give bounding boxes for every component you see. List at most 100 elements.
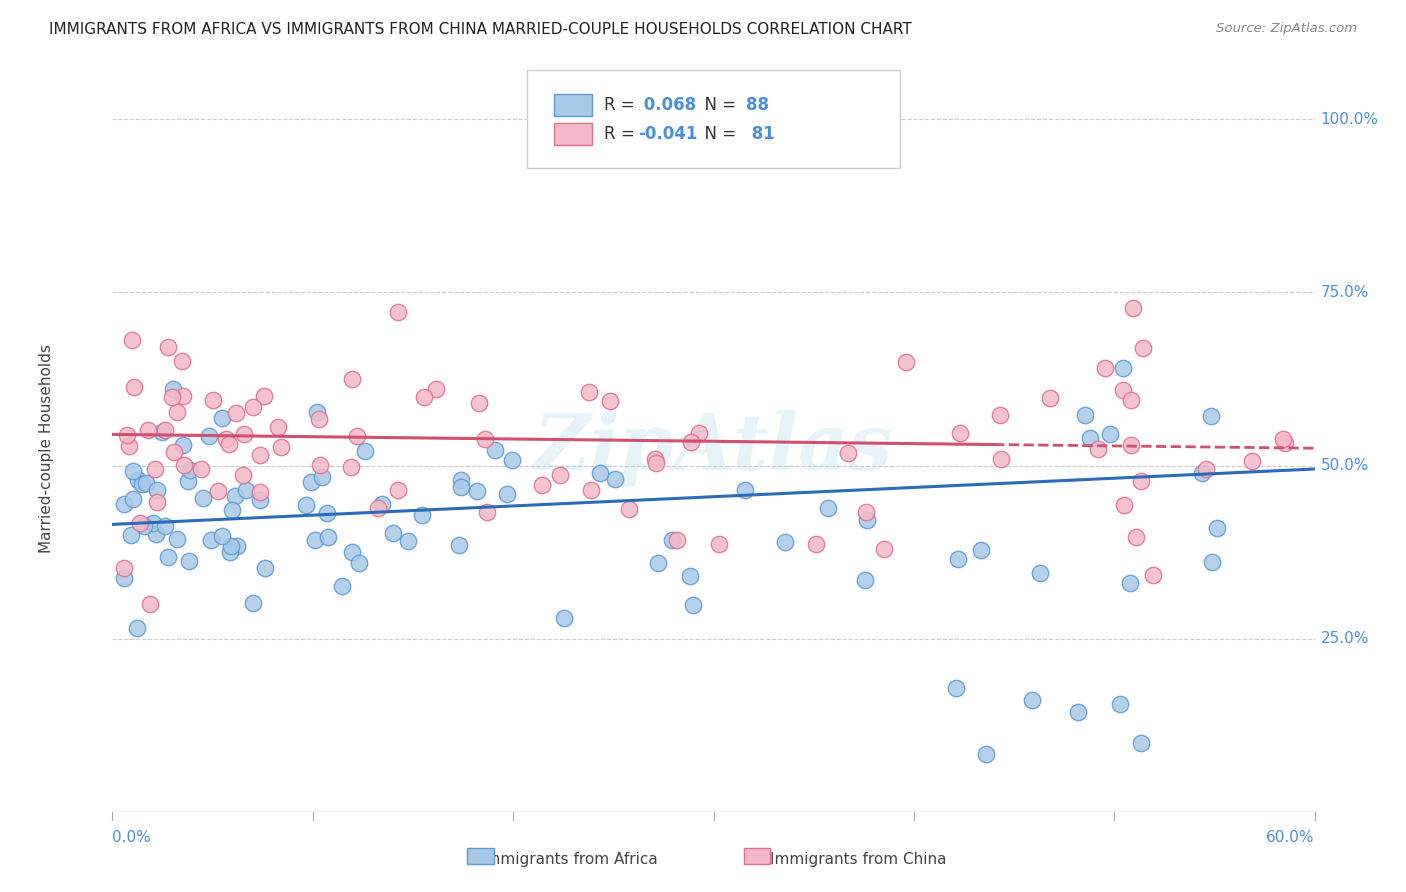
Point: [599, 393, 621, 408]
Point: [121, 333, 143, 347]
Point: [396, 534, 419, 549]
Point: [425, 382, 447, 396]
Point: [1119, 576, 1142, 591]
Point: [198, 429, 221, 443]
Point: [131, 477, 153, 491]
Point: [346, 429, 368, 443]
Point: [340, 544, 363, 558]
Point: [1206, 521, 1229, 535]
Point: [1108, 697, 1130, 711]
Point: [617, 501, 640, 516]
Point: [219, 539, 242, 553]
Point: [166, 405, 188, 419]
Point: [299, 475, 322, 489]
Point: [218, 436, 240, 450]
Point: [647, 556, 669, 570]
Point: [1074, 409, 1097, 423]
Point: [179, 463, 201, 477]
Point: [122, 464, 145, 478]
Point: [190, 461, 212, 475]
Point: [172, 438, 194, 452]
FancyBboxPatch shape: [554, 123, 592, 145]
Point: [679, 569, 702, 583]
Point: [124, 380, 146, 394]
Point: [254, 561, 277, 575]
Text: 100.0%: 100.0%: [1320, 112, 1379, 127]
Point: [1112, 361, 1135, 376]
Text: 25.0%: 25.0%: [1320, 632, 1369, 646]
Point: [970, 543, 993, 558]
Point: [316, 531, 339, 545]
Text: Immigrants from Africa: Immigrants from Africa: [481, 852, 658, 867]
Point: [1112, 383, 1135, 397]
Point: [804, 537, 827, 551]
Point: [136, 423, 159, 437]
Point: [553, 611, 575, 625]
Text: ZipAtlas: ZipAtlas: [534, 410, 893, 486]
Point: [232, 467, 254, 482]
FancyBboxPatch shape: [554, 95, 592, 116]
Point: [474, 432, 496, 446]
Point: [1240, 454, 1263, 468]
Point: [856, 513, 879, 527]
Point: [605, 472, 627, 486]
Point: [249, 492, 271, 507]
Point: [340, 459, 363, 474]
Text: R =: R =: [605, 125, 640, 144]
Text: N =: N =: [695, 125, 742, 144]
Point: [1130, 474, 1153, 488]
Point: [734, 483, 756, 497]
Point: [853, 573, 876, 587]
Point: [162, 382, 184, 396]
Point: [121, 491, 143, 506]
Point: [1021, 692, 1043, 706]
Point: [253, 389, 276, 403]
Point: [160, 391, 183, 405]
Point: [411, 508, 433, 522]
Point: [267, 420, 290, 434]
Point: [146, 495, 169, 509]
Point: [679, 434, 702, 449]
Point: [207, 484, 229, 499]
Point: [145, 527, 167, 541]
Point: [946, 551, 969, 566]
Point: [578, 385, 600, 400]
Text: 50.0%: 50.0%: [1320, 458, 1369, 473]
Point: [412, 390, 434, 404]
Point: [156, 549, 179, 564]
Text: 60.0%: 60.0%: [1267, 830, 1315, 845]
Point: [153, 519, 176, 533]
Point: [1029, 566, 1052, 581]
Point: [837, 445, 859, 459]
Point: [242, 596, 264, 610]
Point: [354, 443, 377, 458]
Point: [200, 533, 222, 547]
Point: [449, 538, 471, 552]
Point: [311, 470, 333, 484]
Point: [484, 443, 506, 458]
Point: [150, 425, 173, 439]
Point: [143, 462, 166, 476]
Point: [1099, 426, 1122, 441]
Point: [112, 561, 135, 575]
Point: [531, 478, 554, 492]
Point: [166, 532, 188, 546]
Point: [1122, 301, 1144, 315]
Point: [215, 432, 238, 446]
Point: [949, 426, 972, 441]
Point: [450, 480, 472, 494]
Point: [179, 553, 201, 567]
Text: N =: N =: [695, 96, 742, 114]
Point: [661, 533, 683, 548]
Point: [644, 451, 666, 466]
Point: [118, 439, 141, 453]
Point: [270, 440, 292, 454]
Point: [1080, 431, 1102, 445]
Point: [135, 476, 157, 491]
Point: [295, 498, 318, 512]
Point: [249, 448, 271, 462]
Point: [465, 483, 488, 498]
Point: [990, 451, 1012, 466]
Point: [112, 497, 135, 511]
Point: [172, 389, 194, 403]
